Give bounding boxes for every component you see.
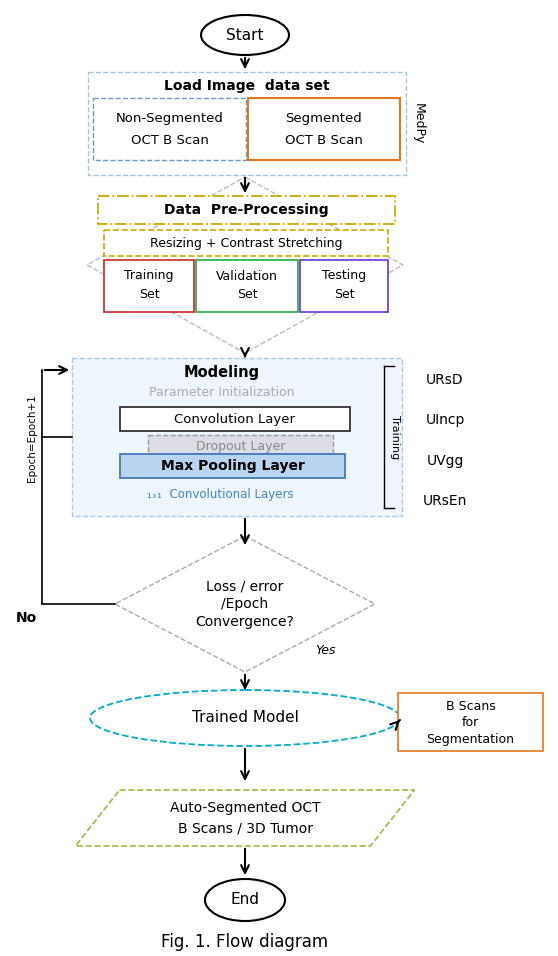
Bar bbox=[104, 230, 388, 256]
Text: ₁ₓ₁  Convolutional Layers: ₁ₓ₁ Convolutional Layers bbox=[147, 488, 294, 501]
Text: Trained Model: Trained Model bbox=[191, 710, 299, 726]
Bar bbox=[104, 260, 194, 312]
Text: Testing: Testing bbox=[322, 270, 366, 283]
Bar bbox=[72, 358, 402, 516]
Text: End: End bbox=[230, 893, 259, 907]
Bar bbox=[120, 407, 350, 431]
Text: /Epoch: /Epoch bbox=[222, 597, 268, 611]
Text: Parameter Initialization: Parameter Initialization bbox=[149, 386, 295, 400]
Text: Segmentation: Segmentation bbox=[426, 732, 514, 746]
Polygon shape bbox=[87, 177, 403, 353]
Bar bbox=[398, 693, 543, 751]
Polygon shape bbox=[75, 790, 415, 846]
Bar bbox=[93, 98, 246, 160]
Text: Dropout Layer: Dropout Layer bbox=[196, 440, 285, 452]
Text: Set: Set bbox=[139, 289, 160, 301]
Text: Load Image  data set: Load Image data set bbox=[164, 79, 330, 93]
Bar bbox=[120, 454, 345, 478]
Text: Resizing + Contrast Stretching: Resizing + Contrast Stretching bbox=[150, 236, 342, 250]
Text: for: for bbox=[462, 716, 479, 729]
Bar bbox=[196, 260, 298, 312]
Text: Auto-Segmented OCT: Auto-Segmented OCT bbox=[170, 801, 320, 815]
Text: Yes: Yes bbox=[315, 643, 335, 657]
Text: Start: Start bbox=[226, 28, 264, 42]
Text: Convergence?: Convergence? bbox=[196, 615, 295, 629]
Bar bbox=[300, 260, 388, 312]
Text: URsD: URsD bbox=[426, 373, 464, 387]
Text: URsEn: URsEn bbox=[423, 494, 467, 508]
Ellipse shape bbox=[201, 15, 289, 55]
Text: Set: Set bbox=[237, 289, 257, 301]
Text: Training: Training bbox=[390, 415, 400, 459]
Text: OCT B Scan: OCT B Scan bbox=[131, 134, 209, 146]
Bar bbox=[148, 435, 333, 457]
Bar bbox=[248, 98, 400, 160]
Text: B Scans: B Scans bbox=[446, 701, 496, 713]
Text: OCT B Scan: OCT B Scan bbox=[285, 134, 363, 146]
Text: Loss / error: Loss / error bbox=[206, 579, 283, 593]
Text: UIncp: UIncp bbox=[425, 413, 465, 427]
Text: No: No bbox=[16, 611, 37, 625]
Text: Non-Segmented: Non-Segmented bbox=[116, 112, 223, 124]
Polygon shape bbox=[115, 536, 375, 672]
Text: Fig. 1. Flow diagram: Fig. 1. Flow diagram bbox=[161, 933, 329, 951]
Text: MedPy: MedPy bbox=[411, 103, 425, 144]
Text: Max Pooling Layer: Max Pooling Layer bbox=[161, 459, 305, 473]
Text: Convolution Layer: Convolution Layer bbox=[175, 412, 296, 425]
Text: Segmented: Segmented bbox=[286, 112, 362, 124]
Ellipse shape bbox=[90, 690, 400, 746]
Bar bbox=[98, 196, 395, 224]
Text: Set: Set bbox=[334, 289, 354, 301]
Text: B Scans / 3D Tumor: B Scans / 3D Tumor bbox=[177, 821, 312, 835]
Bar bbox=[88, 72, 406, 175]
Text: Epoch=Epoch+1: Epoch=Epoch+1 bbox=[27, 394, 37, 482]
Text: UVgg: UVgg bbox=[426, 454, 464, 468]
Text: Data  Pre-Processing: Data Pre-Processing bbox=[164, 203, 329, 217]
Text: Modeling: Modeling bbox=[184, 364, 260, 380]
Text: Training: Training bbox=[124, 270, 174, 283]
Text: Validation: Validation bbox=[216, 270, 278, 283]
Ellipse shape bbox=[205, 879, 285, 921]
